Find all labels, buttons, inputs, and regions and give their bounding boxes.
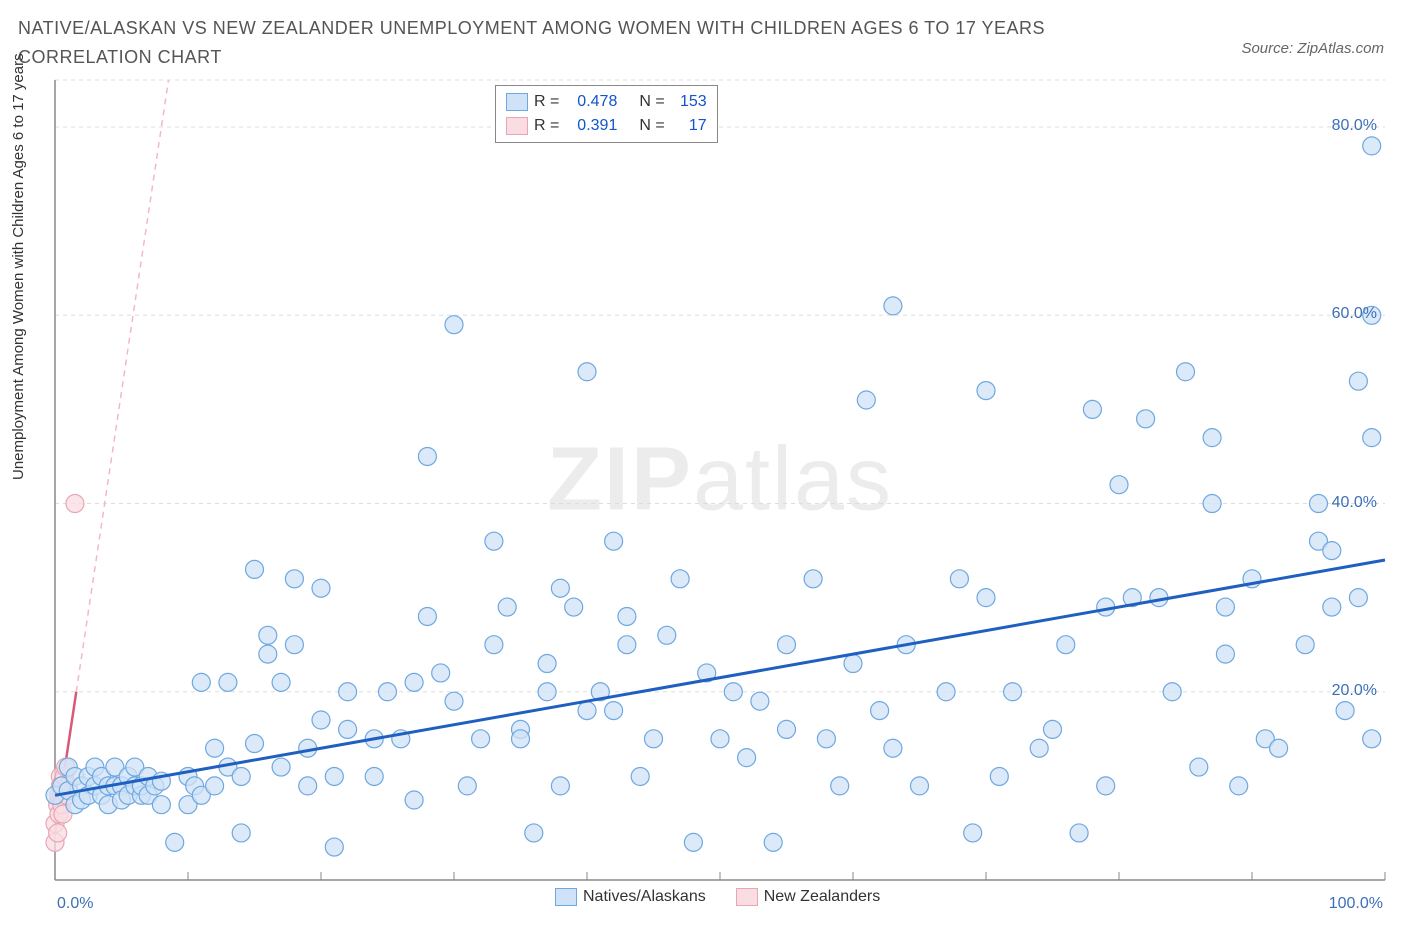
chart-title: NATIVE/ALASKAN VS NEW ZEALANDER UNEMPLOY… [18,14,1118,72]
stats-legend-box: R =0.478N =153R =0.391N = 17 [495,85,718,143]
y-tick-label: 60.0% [1332,305,1377,323]
legend-label: New Zealanders [764,888,881,906]
legend-item: New Zealanders [736,888,881,906]
series-legend: Natives/Alaskans New Zealanders [555,888,880,906]
y-tick-label: 40.0% [1332,494,1377,512]
stats-row: R =0.478N =153 [506,90,707,114]
legend-label: Natives/Alaskans [583,888,706,906]
y-tick-label: 80.0% [1332,117,1377,135]
swatch-series2-icon [506,117,528,135]
source-label: Source: ZipAtlas.com [1241,40,1384,57]
swatch-series1-icon [506,93,528,111]
swatch-series2-icon [736,888,758,906]
y-tick-label: 20.0% [1332,682,1377,700]
x-max-label: 100.0% [1329,895,1383,913]
y-axis-label: Unemployment Among Women with Children A… [10,53,27,480]
x-min-label: 0.0% [57,895,93,913]
swatch-series1-icon [555,888,577,906]
stats-row: R =0.391N = 17 [506,114,707,138]
chart-plot-area: ZIPatlas R =0.478N =153R =0.391N = 17 Na… [55,80,1385,880]
legend-item: Natives/Alaskans [555,888,706,906]
chart-svg [55,80,1385,880]
